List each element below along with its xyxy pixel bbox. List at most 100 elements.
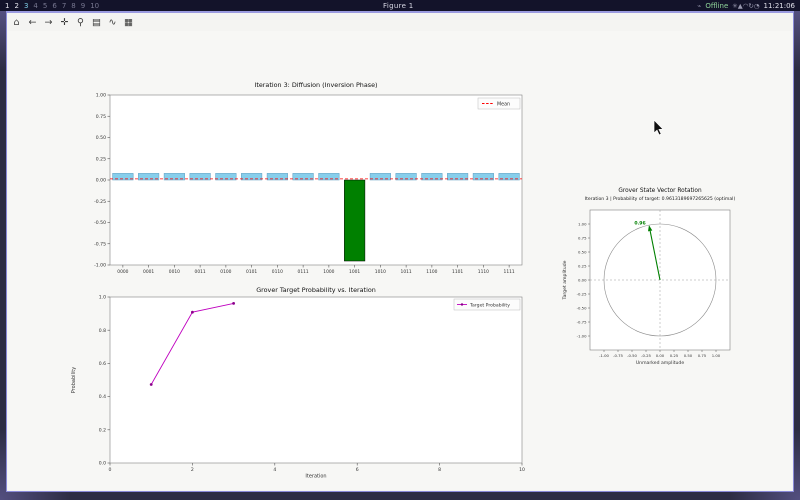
- svg-text:0.00: 0.00: [96, 178, 106, 184]
- svg-text:Iteration 3: Diffusion (Invers: Iteration 3: Diffusion (Inversion Phase): [254, 81, 377, 89]
- svg-text:0111: 0111: [298, 269, 309, 275]
- home-button[interactable]: ⌂: [10, 16, 23, 29]
- sync-icon: ↻: [748, 1, 754, 10]
- workspace-9[interactable]: 9: [80, 1, 86, 10]
- figure-canvas[interactable]: 1.00 0.75 0.50 0.25 0.00 -0.25 -0.50 -0.75 -1.00…: [8, 31, 792, 490]
- svg-text:-0.75: -0.75: [577, 319, 587, 324]
- configure-subplots-button[interactable]: ▤: [90, 16, 103, 29]
- svg-text:1.0: 1.0: [99, 295, 106, 301]
- svg-text:-0.75: -0.75: [94, 241, 106, 247]
- network-icon: ⌁: [697, 1, 702, 10]
- svg-text:1011: 1011: [401, 269, 412, 275]
- svg-text:1.00: 1.00: [712, 353, 721, 358]
- svg-text:0.96: 0.96: [634, 221, 645, 227]
- svg-text:0001: 0001: [143, 269, 154, 275]
- svg-text:-1.00: -1.00: [577, 333, 587, 338]
- svg-text:0.00: 0.00: [578, 277, 587, 282]
- edit-parameters-button[interactable]: ∿: [106, 16, 119, 29]
- wifi-icon: ◠: [742, 1, 749, 10]
- svg-text:-0.50: -0.50: [94, 220, 106, 226]
- target-probability-chart: 1.0 0.8 0.6 0.4 0.2 0.00 2 4 6 8 10 Iteration Probab…: [71, 286, 525, 480]
- svg-text:Iteration: Iteration: [305, 474, 326, 480]
- svg-text:0.50: 0.50: [96, 135, 106, 141]
- svg-text:-1.00: -1.00: [599, 353, 609, 358]
- svg-text:Mean: Mean: [497, 101, 510, 107]
- mouse-cursor: [653, 120, 664, 136]
- taskbar: 1 2 3 4 5 6 7 8 9 10 Figure 1 ⌁ Offline ✳▲◠↻◔ 11:…: [0, 0, 800, 11]
- svg-text:4: 4: [273, 467, 276, 473]
- svg-text:-0.50: -0.50: [627, 353, 637, 358]
- svg-text:2: 2: [191, 467, 194, 473]
- save-button[interactable]: ▦: [122, 16, 135, 29]
- svg-text:-1.00: -1.00: [94, 263, 106, 269]
- svg-text:0000: 0000: [117, 269, 128, 275]
- svg-text:6: 6: [356, 467, 359, 473]
- back-button[interactable]: ←: [26, 16, 39, 29]
- workspace-1[interactable]: 1: [5, 1, 10, 10]
- forward-button[interactable]: →: [42, 16, 55, 29]
- svg-text:0101: 0101: [246, 269, 257, 275]
- diffusion-bar-chart: 1.00 0.75 0.50 0.25 0.00 -0.25 -0.50 -0.75 -1.00…: [94, 81, 523, 275]
- svg-text:Grover State Vector Rotation: Grover State Vector Rotation: [618, 188, 702, 194]
- svg-text:0.75: 0.75: [698, 353, 707, 358]
- workspace-6[interactable]: 6: [52, 1, 57, 10]
- svg-text:Unmarked amplitude: Unmarked amplitude: [636, 360, 685, 366]
- svg-text:-0.25: -0.25: [94, 199, 106, 205]
- svg-text:1001: 1001: [349, 269, 360, 275]
- svg-text:0.25: 0.25: [670, 353, 679, 358]
- svg-text:Target Probability: Target Probability: [469, 302, 510, 308]
- svg-text:10: 10: [519, 467, 525, 473]
- window-title: Figure 1: [383, 1, 414, 10]
- svg-text:0.50: 0.50: [684, 353, 693, 358]
- workspace-list: 1 2 3 4 5 6 7 8 9 10: [5, 2, 99, 10]
- workspace-5[interactable]: 5: [42, 1, 48, 10]
- svg-text:-0.25: -0.25: [577, 291, 587, 296]
- svg-text:Probability: Probability: [71, 367, 77, 393]
- workspace-10[interactable]: 10: [90, 1, 100, 10]
- svg-text:0.75: 0.75: [578, 235, 587, 240]
- workspace-8[interactable]: 8: [71, 1, 76, 10]
- svg-text:8: 8: [438, 467, 441, 473]
- svg-text:0.6: 0.6: [99, 361, 106, 367]
- svg-text:0100: 0100: [220, 269, 231, 275]
- state-vector-chart: -1.00 -1.00 -0.75 -0.75 -0.50 -0.50 -0.25 -0.25…: [562, 188, 736, 366]
- svg-text:0: 0: [109, 467, 112, 473]
- svg-text:0.8: 0.8: [99, 328, 106, 334]
- svg-text:1101: 1101: [452, 269, 463, 275]
- svg-text:0.25: 0.25: [578, 263, 587, 268]
- figure-window: ⌂ ← → ✛ ⚲ ▤ ∿ ▦ 1.00 0.75 0.50 0.25 0.00 -0.25 -0.50-…: [6, 11, 794, 492]
- svg-text:0.75: 0.75: [96, 114, 106, 120]
- svg-text:0.4: 0.4: [99, 394, 106, 400]
- zoom-button[interactable]: ⚲: [74, 16, 87, 29]
- clock-label: 11:21:06: [763, 1, 795, 10]
- svg-text:1.00: 1.00: [96, 93, 106, 99]
- workspace-7[interactable]: 7: [61, 1, 67, 10]
- svg-text:-0.25: -0.25: [641, 353, 651, 358]
- matplotlib-toolbar: ⌂ ← → ✛ ⚲ ▤ ∿ ▦: [10, 15, 135, 30]
- svg-text:Target amplitude: Target amplitude: [562, 260, 568, 300]
- workspace-3[interactable]: 3: [23, 1, 29, 10]
- svg-text:0.25: 0.25: [96, 156, 106, 162]
- svg-text:0.2: 0.2: [99, 427, 106, 433]
- svg-text:0.0: 0.0: [99, 461, 106, 467]
- updates-icon: ◔: [753, 1, 760, 10]
- workspace-4[interactable]: 4: [33, 1, 38, 10]
- svg-text:1110: 1110: [478, 269, 489, 275]
- pan-button[interactable]: ✛: [58, 16, 71, 29]
- svg-text:1010: 1010: [375, 269, 386, 275]
- offline-label: Offline: [705, 1, 729, 10]
- svg-text:1111: 1111: [504, 269, 515, 275]
- svg-text:1.00: 1.00: [578, 221, 587, 226]
- svg-text:-0.75: -0.75: [613, 353, 623, 358]
- svg-text:0011: 0011: [195, 269, 206, 275]
- workspace-2[interactable]: 2: [14, 1, 19, 10]
- svg-text:1100: 1100: [426, 269, 437, 275]
- svg-text:0010: 0010: [169, 269, 180, 275]
- upload-icon: ▲: [737, 1, 743, 10]
- svg-text:Grover Target Probability vs.: Grover Target Probability vs. Iteration: [256, 286, 376, 294]
- svg-text:-0.50: -0.50: [577, 305, 587, 310]
- svg-text:0.00: 0.00: [656, 353, 665, 358]
- svg-text:0.50: 0.50: [578, 249, 587, 254]
- svg-text:Iteration 3 | Probability of t: Iteration 3 | Probability of target: 0.9…: [585, 196, 736, 202]
